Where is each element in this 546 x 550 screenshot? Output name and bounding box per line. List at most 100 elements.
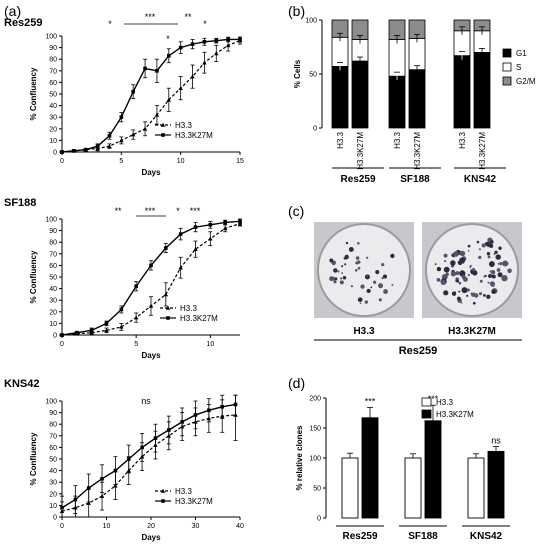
legend-marker	[160, 122, 166, 127]
x-tick-label: 15	[236, 158, 244, 165]
colony	[472, 270, 478, 276]
data-point	[143, 66, 147, 71]
colony	[391, 284, 394, 286]
legend-label: H3.3	[175, 121, 192, 130]
colony	[505, 262, 509, 265]
data-point	[119, 324, 124, 329]
colony	[450, 271, 457, 277]
data-point	[207, 408, 211, 413]
colony	[451, 291, 457, 296]
colony	[486, 251, 491, 256]
colony	[488, 274, 493, 279]
y-tick-label: 10	[49, 503, 57, 510]
data-point	[133, 315, 139, 320]
legend-swatch-s	[502, 62, 512, 72]
colony	[440, 279, 446, 286]
growth-chart-res259: Res259 0 10 20 30 40 50 60 70 80 90 100 0 5 10 15 Days % …	[4, 12, 244, 177]
colony	[458, 290, 461, 293]
bar-segment-g1	[453, 55, 471, 129]
legend-swatch-g1	[502, 48, 512, 58]
y-tick-label: 80	[49, 422, 57, 429]
data-point	[153, 436, 158, 440]
legend-label: H3.3K27M	[175, 497, 213, 506]
colony	[473, 293, 479, 298]
data-point	[222, 226, 228, 231]
colony	[333, 268, 338, 273]
colony	[478, 248, 481, 251]
data-point	[178, 265, 183, 270]
x-tick-label: 20	[147, 523, 155, 530]
group-label: Res259	[340, 174, 375, 185]
data-point	[142, 126, 148, 131]
y-tick-label: 0	[53, 333, 57, 340]
legend-label: H3.3K27M	[175, 131, 213, 140]
colony	[364, 274, 370, 280]
colony	[462, 276, 468, 282]
bar-label: H3.3	[393, 131, 402, 148]
colony	[343, 257, 346, 260]
category-label: Res259	[342, 531, 377, 542]
data-point	[167, 53, 171, 58]
bar-segment-s	[388, 39, 406, 77]
colony	[357, 266, 361, 270]
data-point	[193, 413, 198, 417]
category-label: KNS42	[470, 531, 503, 542]
data-point	[99, 493, 105, 498]
y-tick-label: 30	[49, 298, 57, 305]
colony	[499, 262, 503, 266]
data-point	[220, 405, 224, 409]
colony	[364, 300, 368, 304]
y-axis-label: % Confluency	[29, 250, 38, 303]
significance-marker: ***	[190, 206, 201, 216]
data-point	[60, 333, 64, 337]
legend-swatch	[421, 409, 432, 419]
data-point	[208, 236, 213, 241]
data-point	[107, 144, 112, 148]
data-point	[193, 246, 198, 251]
colony	[491, 289, 496, 294]
colony	[434, 263, 437, 266]
x-axis-label: Days	[141, 533, 161, 542]
significance-marker: ***	[145, 206, 156, 216]
series-line-h33	[61, 40, 241, 153]
colony	[495, 254, 501, 260]
colony	[360, 284, 365, 289]
bar-segment-g1	[473, 52, 491, 129]
colony	[479, 279, 483, 283]
y-tick-label: 70	[49, 68, 57, 75]
y-tick-label: 150	[309, 426, 321, 433]
panel-c-label: (c)	[288, 203, 304, 219]
colony	[344, 254, 349, 260]
significance-marker: *	[166, 34, 170, 44]
y-tick-label: 100	[309, 456, 321, 463]
colony	[355, 256, 360, 260]
y-tick-label: 20	[49, 491, 57, 498]
dish-h33	[317, 223, 411, 317]
colony	[460, 302, 463, 304]
growth-chart-sf188: SF188 0 10 20 30 40 50 60 70 80 90 100 0 5 10 Days % Con…	[4, 197, 243, 360]
growth-chart-kns42: KNS42 0 10 20 30 40 50 60 70 80 90 100 0 10 20 30 40 Days…	[4, 378, 244, 542]
significance-marker: ***	[428, 394, 439, 404]
data-point	[60, 505, 64, 510]
data-point	[202, 60, 207, 65]
y-tick-label: 100	[45, 34, 57, 41]
x-tick-label: 10	[103, 523, 111, 530]
data-point	[166, 97, 171, 102]
y-tick-label: 40	[49, 286, 57, 293]
panel-a-label: (a)	[4, 3, 21, 19]
significance-marker: ***	[145, 12, 156, 22]
bar-label: H3.3K27M	[356, 132, 365, 170]
y-tick-label: 60	[49, 263, 57, 270]
bar-segment-s	[408, 37, 426, 71]
colony	[345, 241, 349, 245]
significance-marker: ns	[491, 436, 501, 446]
legend-marker	[160, 488, 166, 493]
colony	[471, 267, 476, 272]
legend-label: H3.3	[175, 487, 192, 496]
colony	[381, 262, 385, 267]
data-point	[163, 292, 169, 297]
y-tick-label: 70	[49, 251, 57, 258]
bar-segment-g1	[351, 60, 369, 129]
data-point	[180, 420, 184, 424]
data-point	[75, 330, 79, 335]
